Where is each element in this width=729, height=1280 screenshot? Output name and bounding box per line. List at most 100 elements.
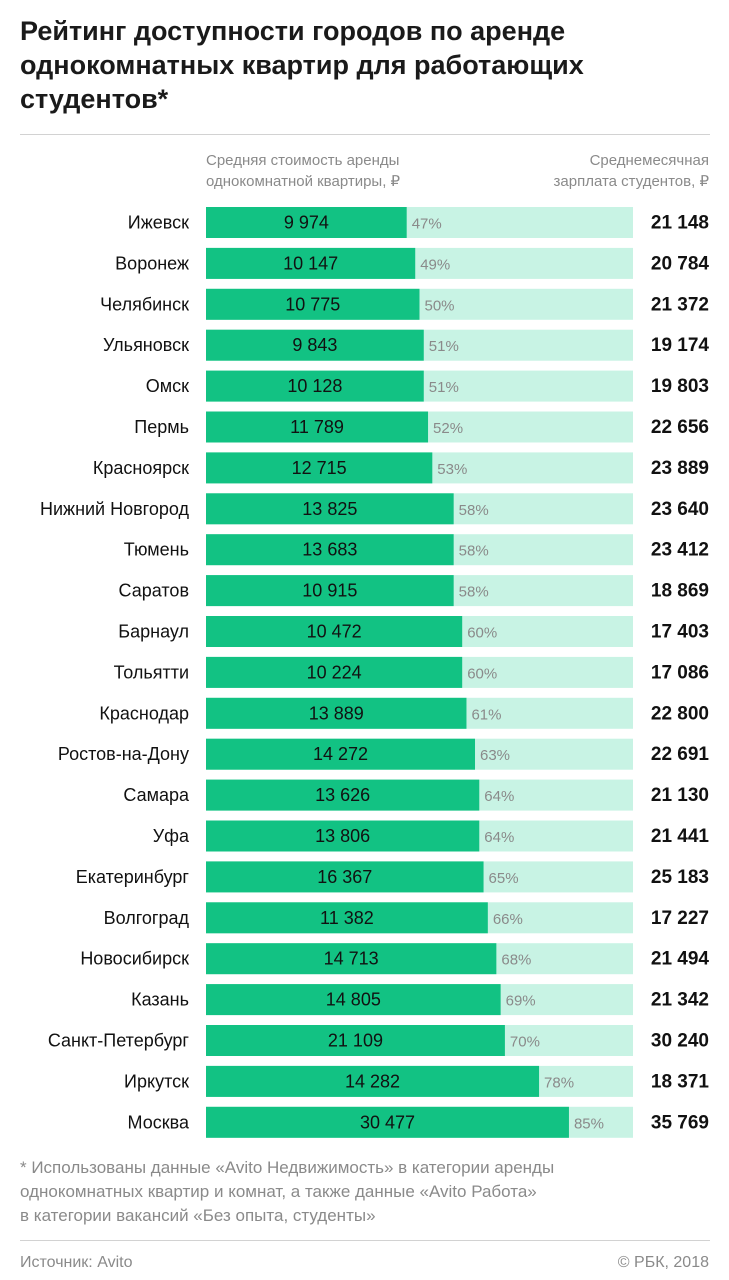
- share-percent-label: 78%: [544, 1074, 574, 1091]
- city-label: Барнаул: [118, 622, 189, 642]
- salary-value-label: 17 227: [651, 908, 709, 929]
- salary-bar: [206, 207, 633, 238]
- city-label: Екатеринбург: [76, 867, 190, 887]
- city-label: Ижевск: [128, 213, 189, 233]
- salary-bar: [206, 697, 633, 729]
- salary-value-label: 17 086: [651, 662, 709, 683]
- salary-bar: [206, 288, 633, 320]
- copyright-label: © РБК, 2018: [617, 1254, 709, 1271]
- rent-bar: [206, 370, 424, 402]
- salary-value-label: 21 372: [651, 294, 709, 315]
- rent-value-label: 10 147: [283, 253, 338, 273]
- salary-value-label: 21 130: [651, 785, 709, 806]
- salary-bar: [206, 902, 633, 934]
- city-label: Москва: [128, 1112, 190, 1132]
- rent-bar: [206, 493, 454, 525]
- rent-bar: [206, 902, 488, 934]
- rent-value-label: 14 272: [313, 744, 368, 764]
- city-label: Воронеж: [115, 253, 189, 273]
- share-percent-label: 60%: [467, 625, 497, 642]
- rent-value-label: 30 477: [360, 1112, 415, 1132]
- city-label: Ростов-на-Дону: [58, 744, 189, 764]
- salary-value-label: 18 371: [651, 1071, 710, 1092]
- salary-value-label: 30 240: [651, 1031, 709, 1052]
- rent-value-label: 10 224: [307, 662, 362, 682]
- salary-bar: [206, 779, 633, 811]
- rent-bar: [206, 411, 429, 443]
- salary-bar: [206, 370, 633, 402]
- salary-bar: [206, 247, 633, 279]
- rent-bar: [206, 329, 424, 361]
- city-label: Уфа: [153, 826, 190, 846]
- rent-value-label: 14 805: [326, 990, 381, 1010]
- rent-bar: [206, 616, 463, 647]
- rent-value-label: 12 715: [292, 458, 347, 478]
- salary-bar: [206, 411, 633, 443]
- rent-value-label: 11 382: [320, 908, 374, 928]
- share-percent-label: 60%: [467, 665, 497, 682]
- salary-value-label: 18 869: [651, 581, 709, 602]
- salary-bar: [206, 943, 633, 975]
- salary-value-label: 23 889: [651, 458, 709, 479]
- rent-bar: [206, 207, 407, 238]
- share-percent-label: 64%: [484, 788, 514, 805]
- rent-bar: [206, 452, 433, 484]
- rent-value-label: 13 683: [302, 540, 357, 560]
- rent-bar: [206, 534, 454, 566]
- share-percent-label: 64%: [484, 829, 514, 846]
- footnote: * Использованы данные «Avito Недвижимост…: [20, 1158, 555, 1225]
- city-label: Красноярск: [93, 458, 189, 478]
- share-percent-label: 58%: [459, 543, 489, 560]
- salary-bar: [206, 738, 633, 770]
- salary-bar: [206, 820, 633, 852]
- salary-value-label: 21 148: [651, 213, 709, 234]
- rent-column-header: Средняя стоимость аренды однокомнатной к…: [206, 152, 401, 190]
- share-percent-label: 61%: [471, 706, 501, 723]
- rent-bar: [206, 1106, 569, 1138]
- rent-bar: [206, 656, 463, 688]
- city-label: Санкт-Петербург: [48, 1031, 190, 1051]
- top-divider: [20, 134, 710, 135]
- salary-bar: [206, 861, 633, 893]
- share-percent-label: 68%: [501, 952, 531, 969]
- rent-value-label: 9 974: [284, 213, 329, 233]
- salary-bar: [206, 575, 633, 607]
- salary-value-label: 21 441: [651, 826, 710, 847]
- salary-value-label: 22 691: [651, 744, 710, 765]
- share-percent-label: 58%: [459, 502, 489, 519]
- city-label: Саратов: [119, 581, 189, 601]
- share-percent-label: 58%: [459, 584, 489, 601]
- share-percent-label: 69%: [506, 993, 536, 1010]
- salary-value-label: 17 403: [651, 622, 709, 643]
- share-percent-label: 52%: [433, 420, 463, 437]
- city-label: Иркутск: [124, 1071, 189, 1091]
- share-percent-label: 65%: [489, 870, 519, 887]
- rent-bar: [206, 779, 480, 811]
- rent-value-label: 13 806: [315, 826, 370, 846]
- rent-bar: [206, 575, 454, 607]
- share-percent-label: 53%: [437, 461, 467, 478]
- rent-bar: [206, 820, 480, 852]
- rent-value-label: 16 367: [317, 867, 372, 887]
- rent-bar: [206, 984, 501, 1016]
- salary-value-label: 19 174: [651, 335, 710, 356]
- salary-value-label: 25 183: [651, 867, 709, 888]
- share-percent-label: 63%: [480, 747, 510, 764]
- share-percent-label: 51%: [429, 338, 459, 355]
- rent-value-label: 9 843: [292, 335, 337, 355]
- city-label: Казань: [131, 990, 189, 1010]
- salary-value-label: 22 800: [651, 703, 709, 724]
- salary-bar: [206, 1025, 633, 1056]
- rent-value-label: 10 128: [287, 376, 342, 396]
- rent-value-label: 11 789: [290, 417, 344, 437]
- city-label: Самара: [123, 785, 190, 805]
- salary-bar: [206, 984, 633, 1016]
- rent-value-label: 10 775: [285, 294, 340, 314]
- share-percent-label: 49%: [420, 256, 450, 273]
- rent-bar: [206, 943, 497, 975]
- rent-bar: [206, 1025, 505, 1056]
- share-percent-label: 47%: [412, 216, 442, 233]
- rent-value-label: 10 472: [307, 622, 362, 642]
- salary-value-label: 22 656: [651, 417, 709, 438]
